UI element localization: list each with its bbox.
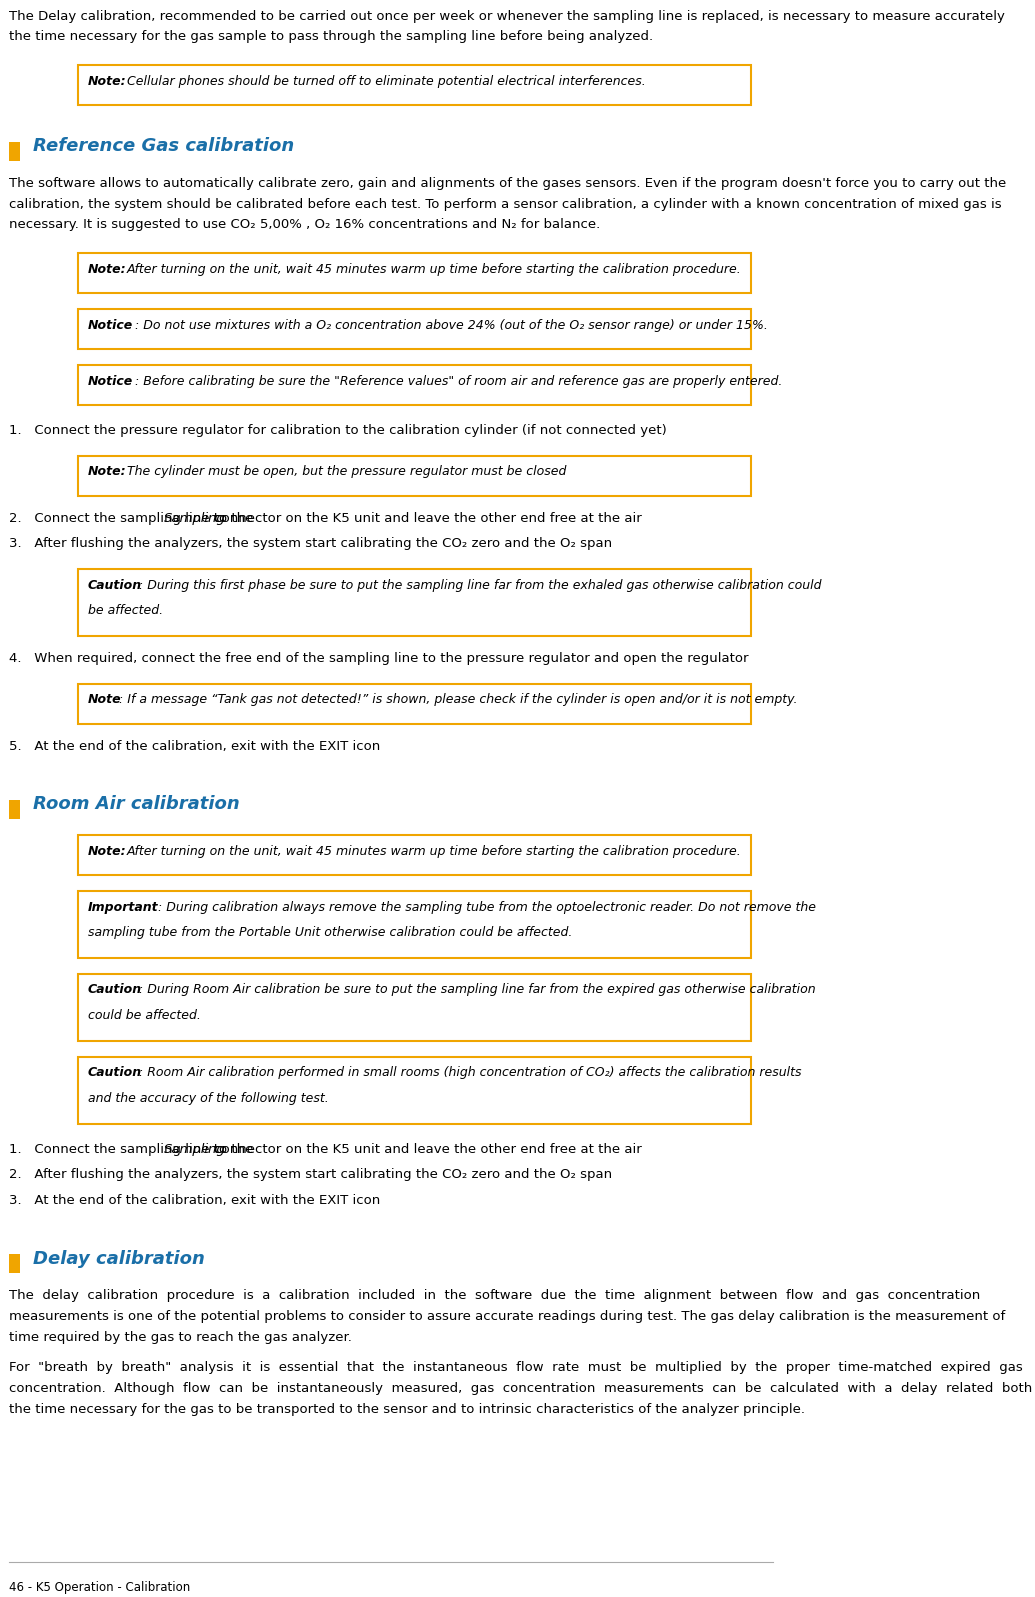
Text: 5.   At the end of the calibration, exit with the EXIT icon: 5. At the end of the calibration, exit w… [9, 739, 381, 752]
Text: Room Air calibration: Room Air calibration [33, 795, 240, 813]
Text: : Room Air calibration performed in small rooms (high concentration of CO₂) affe: : Room Air calibration performed in smal… [140, 1067, 802, 1080]
FancyBboxPatch shape [79, 835, 751, 875]
FancyBboxPatch shape [79, 974, 751, 1041]
Text: the time necessary for the gas sample to pass through the sampling line before b: the time necessary for the gas sample to… [9, 30, 653, 43]
Text: 1.   Connect the sampling line to the: 1. Connect the sampling line to the [9, 1143, 258, 1156]
Text: connector on the K5 unit and leave the other end free at the air: connector on the K5 unit and leave the o… [210, 1143, 642, 1156]
Text: Caution: Caution [88, 1067, 142, 1080]
Text: Note:: Note: [88, 75, 126, 88]
Text: Delay calibration: Delay calibration [33, 1249, 205, 1268]
FancyBboxPatch shape [79, 65, 751, 105]
Text: concentration.  Although  flow  can  be  instantaneously  measured,  gas  concen: concentration. Although flow can be inst… [9, 1381, 1035, 1394]
Text: connector on the K5 unit and leave the other end free at the air: connector on the K5 unit and leave the o… [210, 511, 642, 525]
FancyBboxPatch shape [79, 891, 751, 958]
Text: and the accuracy of the following test.: and the accuracy of the following test. [88, 1092, 328, 1105]
Text: Cellular phones should be turned off to eliminate potential electrical interfere: Cellular phones should be turned off to … [126, 75, 646, 88]
Text: The cylinder must be open, but the pressure regulator must be closed: The cylinder must be open, but the press… [126, 465, 566, 479]
Text: Note:: Note: [88, 845, 126, 858]
FancyBboxPatch shape [9, 1254, 20, 1273]
Text: The  delay  calibration  procedure  is  a  calibration  included  in  the  softw: The delay calibration procedure is a cal… [9, 1289, 980, 1303]
Text: 3.   At the end of the calibration, exit with the EXIT icon: 3. At the end of the calibration, exit w… [9, 1195, 381, 1207]
Text: : During this first phase be sure to put the sampling line far from the exhaled : : During this first phase be sure to put… [140, 578, 822, 591]
FancyBboxPatch shape [79, 684, 751, 723]
Text: Note:: Note: [88, 264, 126, 276]
Text: 2.   After flushing the analyzers, the system start calibrating the CO₂ zero and: 2. After flushing the analyzers, the sys… [9, 1169, 613, 1182]
Text: After turning on the unit, wait 45 minutes warm up time before starting the cali: After turning on the unit, wait 45 minut… [126, 264, 741, 276]
Text: could be affected.: could be affected. [88, 1009, 201, 1022]
Text: : Do not use mixtures with a O₂ concentration above 24% (out of the O₂ sensor ra: : Do not use mixtures with a O₂ concentr… [136, 319, 768, 332]
Text: Notice: Notice [88, 375, 132, 388]
Text: Caution: Caution [88, 984, 142, 997]
Text: necessary. It is suggested to use CO₂ 5,00% , O₂ 16% concentrations and N₂ for b: necessary. It is suggested to use CO₂ 5,… [9, 219, 600, 232]
FancyBboxPatch shape [79, 254, 751, 294]
Text: 4.   When required, connect the free end of the sampling line to the pressure re: 4. When required, connect the free end o… [9, 652, 749, 664]
Text: Sampling: Sampling [165, 511, 226, 525]
Text: calibration, the system should be calibrated before each test. To perform a sens: calibration, the system should be calibr… [9, 198, 1002, 211]
Text: Caution: Caution [88, 578, 142, 591]
Text: the time necessary for the gas to be transported to the sensor and to intrinsic : the time necessary for the gas to be tra… [9, 1402, 805, 1415]
FancyBboxPatch shape [79, 310, 751, 350]
Text: Note:: Note: [88, 465, 126, 479]
Text: Important: Important [88, 901, 158, 913]
Text: After turning on the unit, wait 45 minutes warm up time before starting the cali: After turning on the unit, wait 45 minut… [126, 845, 741, 858]
Text: : Before calibrating be sure the "Reference values" of room air and reference ga: : Before calibrating be sure the "Refere… [136, 375, 782, 388]
Text: Reference Gas calibration: Reference Gas calibration [33, 137, 294, 155]
Text: The software allows to automatically calibrate zero, gain and alignments of the : The software allows to automatically cal… [9, 177, 1007, 190]
Text: 1.   Connect the pressure regulator for calibration to the calibration cylinder : 1. Connect the pressure regulator for ca… [9, 423, 668, 438]
Text: The Delay calibration, recommended to be carried out once per week or whenever t: The Delay calibration, recommended to be… [9, 10, 1005, 22]
Text: Note: Note [88, 693, 121, 706]
FancyBboxPatch shape [9, 800, 20, 819]
FancyBboxPatch shape [79, 1057, 751, 1124]
FancyBboxPatch shape [79, 366, 751, 404]
FancyBboxPatch shape [79, 569, 751, 636]
Text: : If a message “Tank gas not detected!” is shown, please check if the cylinder i: : If a message “Tank gas not detected!” … [119, 693, 797, 706]
Text: measurements is one of the potential problems to consider to assure accurate rea: measurements is one of the potential pro… [9, 1310, 1006, 1324]
Text: : During calibration always remove the sampling tube from the optoelectronic rea: : During calibration always remove the s… [158, 901, 816, 913]
Text: : During Room Air calibration be sure to put the sampling line far from the expi: : During Room Air calibration be sure to… [140, 984, 816, 997]
Text: Notice: Notice [88, 319, 132, 332]
FancyBboxPatch shape [9, 142, 20, 161]
Text: 46 - K5 Operation - Calibration: 46 - K5 Operation - Calibration [9, 1581, 190, 1594]
Text: time required by the gas to reach the gas analyzer.: time required by the gas to reach the ga… [9, 1330, 352, 1343]
Text: be affected.: be affected. [88, 604, 162, 616]
Text: sampling tube from the Portable Unit otherwise calibration could be affected.: sampling tube from the Portable Unit oth… [88, 926, 572, 939]
Text: Sampling: Sampling [165, 1143, 226, 1156]
Text: 2.   Connect the sampling line to the: 2. Connect the sampling line to the [9, 511, 258, 525]
FancyBboxPatch shape [79, 455, 751, 495]
Text: For  "breath  by  breath"  analysis  it  is  essential  that  the  instantaneous: For "breath by breath" analysis it is es… [9, 1361, 1024, 1373]
Text: 3.   After flushing the analyzers, the system start calibrating the CO₂ zero and: 3. After flushing the analyzers, the sys… [9, 537, 613, 549]
